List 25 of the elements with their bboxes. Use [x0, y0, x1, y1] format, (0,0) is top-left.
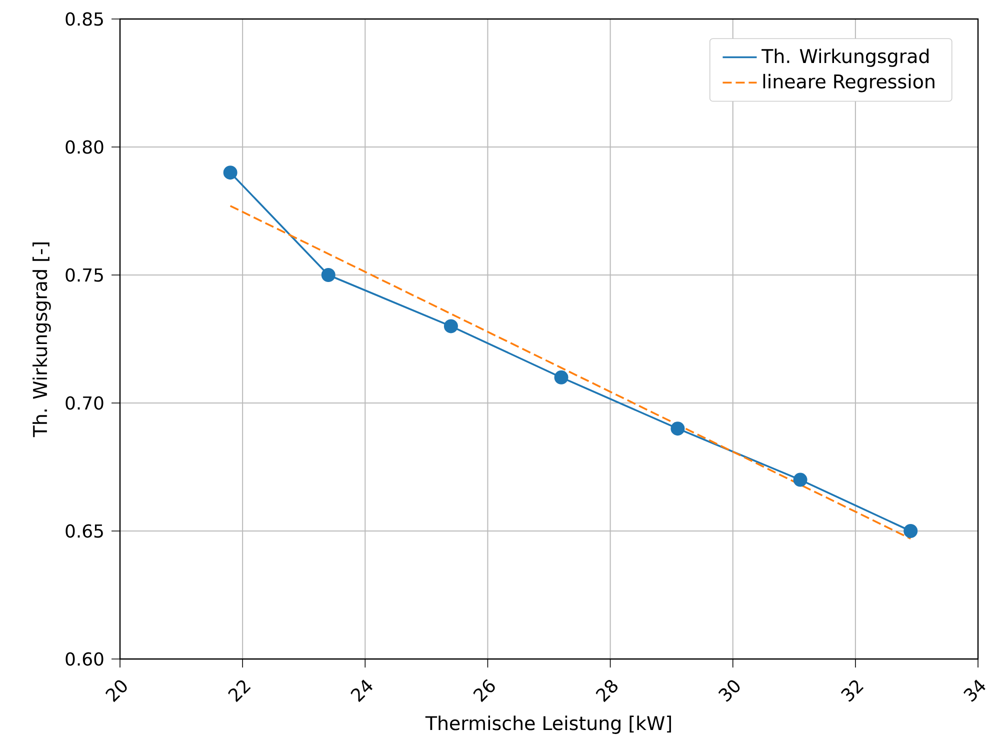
x-tick-label: 20: [105, 680, 127, 702]
x-tick-label: 26: [473, 679, 495, 702]
point: [223, 166, 238, 180]
y-tick-label: 0.80: [66, 140, 104, 154]
point: [444, 319, 458, 334]
y-axis-title: Th. Wirkungsgrad [-]: [32, 242, 51, 438]
point: [554, 370, 568, 384]
legend-label: Th. Wirkungsgrad: [762, 48, 929, 67]
y-tick-label: 0.60: [66, 652, 104, 666]
x-tick-label: 28: [596, 680, 618, 702]
point: [670, 422, 685, 436]
x-tick-label: 32: [840, 680, 864, 702]
x-tick-label: 34: [964, 680, 986, 702]
y-tick-label: 0.75: [66, 268, 103, 282]
y-tick-label: 0.70: [66, 396, 104, 410]
x-axis-title: Thermische Leistung [kW]: [425, 716, 671, 734]
point: [904, 524, 918, 538]
x-tick-label: 30: [718, 680, 740, 702]
y-tick-label: 0.85: [66, 12, 103, 26]
y-tick-label: 0.65: [66, 524, 103, 538]
legend-label: lineare Regression: [763, 74, 934, 92]
x-tick-label: 24: [350, 680, 373, 702]
x-tick-label: 22: [228, 680, 251, 702]
point: [793, 472, 808, 487]
point: [321, 268, 336, 282]
